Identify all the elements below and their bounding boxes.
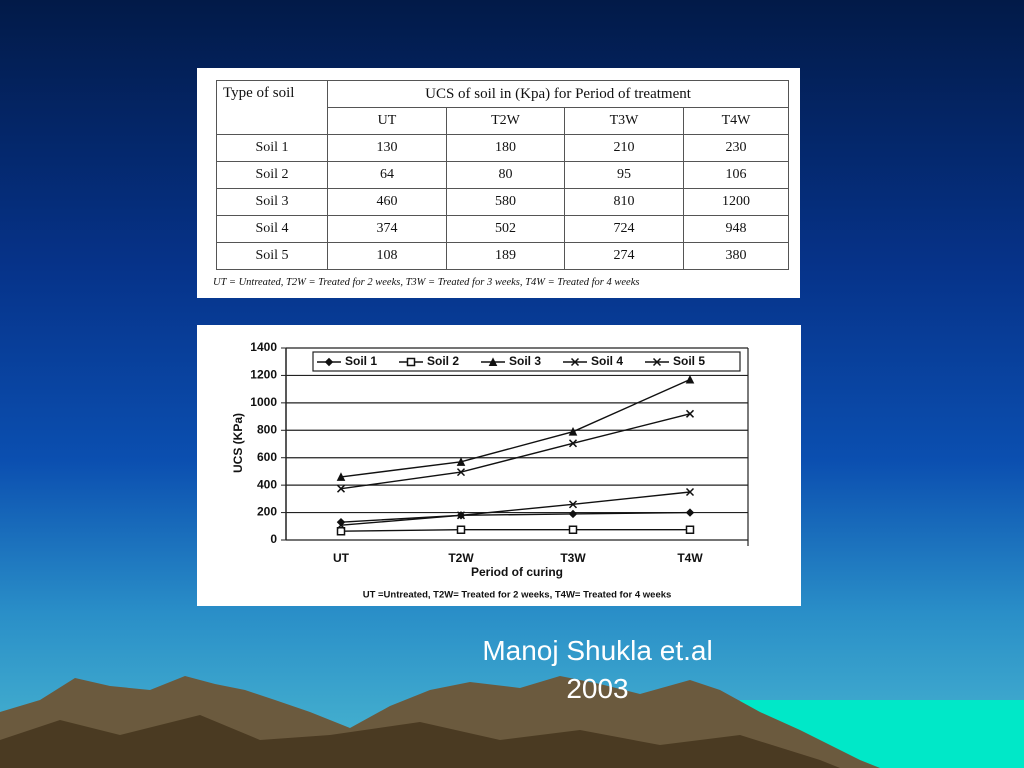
row-header: Soil 5 (216, 242, 328, 270)
table-row: Soil 4 374 502 724 948 (216, 215, 789, 243)
column-header: T2W (446, 107, 565, 135)
table-cell: 948 (683, 215, 789, 243)
author-year: 2003 (566, 673, 629, 704)
table-row: Type of soil UCS of soil in (Kpa) for Per… (216, 80, 789, 135)
chart: UCS (KPa) Period of curing UT =Untreated… (231, 340, 749, 601)
table-cell: 460 (327, 188, 447, 216)
legend-label: Soil 2 (427, 354, 459, 368)
marker (456, 525, 466, 534)
y-tick-label: 800 (257, 422, 277, 436)
legend-marker (652, 357, 662, 367)
x-tick-label: T3W (560, 551, 586, 565)
header-cell: UCS of soil in (Kpa) for Period of treat… (327, 80, 789, 108)
table-note: UT = Untreated, T2W = Treated for 2 week… (213, 277, 640, 288)
legend-marker (488, 357, 498, 366)
legend-label: Soil 5 (673, 354, 705, 368)
marker (456, 457, 466, 466)
x-tick-label: T2W (448, 551, 474, 565)
marker (685, 409, 695, 418)
y-tick-label: 600 (257, 450, 277, 464)
legend-marker (406, 357, 416, 367)
marker (568, 509, 578, 519)
table-cell: 274 (564, 242, 684, 270)
legend-label: Soil 4 (591, 354, 623, 368)
line (340, 378, 691, 478)
table-cell: 64 (327, 161, 447, 189)
mountain-shadow (0, 715, 840, 768)
marker (336, 484, 346, 493)
marker (568, 427, 578, 436)
author-name: Manoj Shukla et.al (482, 635, 713, 666)
table-cell: 580 (446, 188, 565, 216)
marker (568, 525, 578, 534)
y-tick-label: 1400 (250, 340, 277, 354)
table-cell: 80 (446, 161, 565, 189)
y-tick-label: 400 (257, 477, 277, 491)
table-cell: 130 (327, 134, 447, 162)
row-header: Soil 2 (216, 161, 328, 189)
table-cell: 502 (446, 215, 565, 243)
table-row: Soil 1 130 180 210 230 (216, 134, 789, 162)
row-header: Soil 4 (216, 215, 328, 243)
marker (336, 526, 346, 536)
line (340, 491, 691, 526)
table-cell: 374 (327, 215, 447, 243)
marker (568, 500, 578, 509)
legend-marker (324, 357, 334, 367)
line (340, 529, 690, 532)
marker (456, 468, 466, 477)
table-cell: 106 (683, 161, 789, 189)
marker (336, 521, 346, 530)
y-tick-label: 1000 (250, 395, 277, 409)
column-header: T4W (683, 107, 789, 135)
table-row: UT T2W T3W T4W (217, 107, 789, 135)
table-cell: 380 (683, 242, 789, 270)
legend-marker (570, 357, 580, 367)
table-cell: 189 (446, 242, 565, 270)
legend-label: Soil 3 (509, 354, 541, 368)
marker (568, 439, 578, 448)
y-tick-label: 0 (270, 532, 277, 546)
table-cell: 108 (327, 242, 447, 270)
table-cell: 180 (446, 134, 565, 162)
marker (456, 511, 466, 520)
column-header: T3W (564, 107, 684, 135)
table-cell: 210 (564, 134, 684, 162)
marker (685, 374, 695, 384)
table-cell: 95 (564, 161, 684, 189)
table-cell: 724 (564, 215, 684, 243)
legend-label: Soil 1 (345, 354, 377, 368)
table-cell: 1200 (683, 188, 789, 216)
row-header: Soil 1 (216, 134, 328, 162)
table-row: Soil 5 108 189 274 380 (216, 242, 789, 270)
marker (685, 487, 695, 497)
marker (685, 525, 695, 534)
marker (685, 508, 695, 517)
author: Manoj Shukla et.al 2003 (430, 632, 765, 708)
marker (336, 472, 346, 481)
y-tick-label: 200 (257, 505, 277, 519)
row-header: Soil 3 (216, 188, 328, 216)
table: Type of soil UCS of soil in (Kpa) for Per… (216, 80, 789, 270)
x-tick-label: T4W (677, 551, 703, 565)
table-cell: 230 (683, 134, 789, 162)
y-tick-label: 1200 (250, 368, 277, 382)
legend-box (312, 351, 741, 372)
caption: UT =Untreated, T2W= Treated for 2 weeks,… (363, 590, 672, 601)
x-tick-label: UT (333, 551, 350, 565)
header-cell: Type of soil (216, 80, 328, 135)
table-row: Soil 3 460 580 810 1200 (216, 188, 789, 216)
line (340, 511, 691, 523)
column-header: UT (327, 107, 447, 135)
chart-panel: UCS (KPa) Period of curing UT =Untreated… (197, 325, 801, 606)
line (340, 413, 691, 490)
table-cell: 810 (564, 188, 684, 216)
y-axis-label: UCS (KPa) (231, 413, 245, 473)
x-axis-label: Period of curing (471, 565, 563, 579)
table-row: Soil 2 64 80 95 106 (216, 161, 789, 189)
table-panel: Type of soil UCS of soil in (Kpa) for Per… (197, 68, 800, 298)
